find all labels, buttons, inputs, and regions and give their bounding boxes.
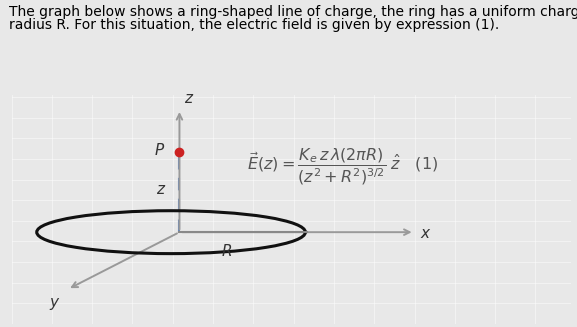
Text: R: R [222,244,233,259]
Text: radius R. For this situation, the electric field is given by expression (1).: radius R. For this situation, the electr… [9,18,499,32]
Text: P: P [155,143,164,158]
Text: $\vec{E}(z) = \dfrac{K_e\,z\,\lambda(2\pi R)}{(z^2+R^2)^{3/2}}\;\hat{z}\quad(1)$: $\vec{E}(z) = \dfrac{K_e\,z\,\lambda(2\p… [246,146,438,187]
Text: z: z [156,182,164,197]
Text: y: y [49,295,58,310]
Text: The graph below shows a ring-shaped line of charge, the ring has a uniform charg: The graph below shows a ring-shaped line… [9,5,577,19]
Text: z: z [184,91,192,106]
Text: x: x [420,226,429,241]
